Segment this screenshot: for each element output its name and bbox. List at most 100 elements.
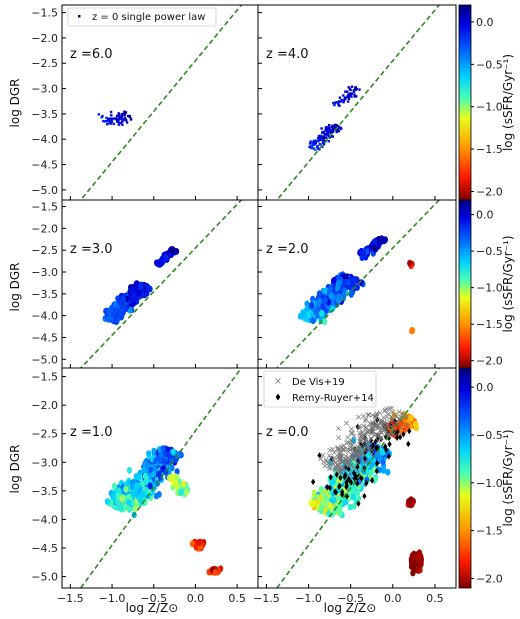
obs-diamond-marker <box>340 488 345 496</box>
obs-cross-marker <box>396 409 402 415</box>
galaxy-point <box>312 139 315 143</box>
redshift-label: z =2.0 <box>266 242 309 257</box>
obs-cross-marker <box>358 434 364 440</box>
galaxy-hexbin <box>143 478 149 486</box>
galaxy-hexbin <box>164 451 170 458</box>
galaxy-hexbin <box>318 503 324 511</box>
obs-cross-marker <box>358 439 364 444</box>
galaxy-hexbin <box>111 482 117 490</box>
galaxy-point <box>328 134 331 137</box>
obs-diamond-marker <box>392 418 398 425</box>
obs-cross-marker <box>357 430 363 436</box>
obs-cross-marker <box>379 419 385 425</box>
galaxy-point <box>340 127 343 131</box>
galaxy-point <box>322 139 325 143</box>
x-tick-label: −1.0 <box>295 592 322 605</box>
obs-cross-marker <box>386 432 391 438</box>
obs-diamond-marker <box>352 475 357 482</box>
obs-diamond-marker <box>337 483 342 491</box>
galaxy-point <box>319 138 323 141</box>
galaxy-hexbin <box>132 292 138 300</box>
galaxy-point <box>326 129 329 133</box>
galaxy-point <box>332 101 335 105</box>
obs-diamond-marker <box>397 433 403 441</box>
y-axis-label-bottom: log DGR <box>8 445 22 494</box>
obs-cross-marker <box>363 437 369 443</box>
galaxy-point <box>117 118 121 121</box>
redshift-label: z =3.0 <box>70 242 113 257</box>
x-tick-label: −0.5 <box>337 592 364 605</box>
galaxy-point <box>346 100 350 103</box>
galaxy-point <box>118 116 121 119</box>
galaxy-point <box>352 89 355 92</box>
obs-cross-marker <box>344 460 350 466</box>
colorbar-gradient <box>458 367 472 589</box>
galaxy-point <box>112 122 116 126</box>
galaxy-point <box>327 128 330 131</box>
y-tick-label: −2.5 <box>31 244 58 257</box>
obs-cross-marker <box>328 455 334 461</box>
panel-3: −1.5 −2.0 −2.5 −3.0 −3.5 −4.0 −4.5 −5.0 z =3.0 <box>31 199 259 369</box>
galaxy-point <box>315 139 318 142</box>
y-tick-label: −4.0 <box>31 133 58 146</box>
obs-cross-marker <box>386 431 392 437</box>
y-tick-label: −3.5 <box>31 288 58 301</box>
galaxy-point <box>342 101 345 104</box>
galaxy-hexbin <box>328 292 334 300</box>
obs-cross-marker <box>337 470 343 476</box>
colorbar-tick-label: 0.0 <box>476 16 494 29</box>
obs-cross-marker <box>362 418 368 424</box>
colorbar-tick-label: −2.0 <box>476 572 503 585</box>
colorbar-tick-label: −1.5 <box>476 143 503 156</box>
colorbar-tick-label: −0.5 <box>476 58 503 71</box>
legend-observations: De Vis+19 Remy-Ruyer+14 <box>263 370 377 408</box>
y-tick-label: −5.0 <box>31 571 58 584</box>
y-axis-label-middle: log DGR <box>8 263 22 312</box>
galaxy-hexbin <box>212 569 218 576</box>
obs-cross-marker <box>350 445 356 451</box>
galaxy-hexbin <box>170 246 176 254</box>
galaxy-point <box>338 100 341 103</box>
x-tick-label: −1.0 <box>99 592 126 605</box>
obs-cross-marker <box>340 459 346 464</box>
obs-cross-marker <box>356 414 361 420</box>
galaxy-hexbin <box>345 279 351 286</box>
galaxy-hexbin <box>164 446 170 453</box>
galaxy-hexbin <box>319 309 325 317</box>
galaxy-point <box>102 120 105 123</box>
obs-cross-marker <box>356 423 362 429</box>
y-tick-label: −4.0 <box>31 310 58 323</box>
obs-cross-marker <box>356 425 362 431</box>
x-tick-label: −0.5 <box>140 592 167 605</box>
colorbar: 0.0 −0.5 −1.0 −1.5 −2.0 log (sSFR/Gyr⁻¹) <box>458 367 515 589</box>
galaxy-hexbin <box>119 494 125 502</box>
galaxy-point <box>327 140 330 143</box>
redshift-label: z =6.0 <box>70 47 113 62</box>
galaxy-point <box>344 90 347 93</box>
galaxy-point <box>108 122 111 125</box>
obs-cross-marker <box>350 430 356 436</box>
galaxy-point <box>106 123 109 126</box>
galaxy-point <box>337 102 340 105</box>
galaxy-hexbin <box>348 289 354 297</box>
galaxy-point <box>128 114 131 118</box>
obs-cross-marker <box>389 405 395 411</box>
obs-diamond-marker <box>338 474 343 482</box>
galaxy-hexbin <box>114 307 121 315</box>
galaxy-point <box>343 96 347 100</box>
galaxy-hexbin <box>196 539 203 547</box>
galaxy-point <box>125 119 128 122</box>
y-tick-label: −3.0 <box>31 266 58 279</box>
y-tick-label: −1.5 <box>31 7 58 20</box>
galaxy-point <box>350 95 353 98</box>
colorbar-gradient <box>458 199 472 369</box>
galaxy-hexbin <box>316 290 323 297</box>
y-tick-label: −5.0 <box>31 184 58 197</box>
obs-cross-marker <box>346 473 352 479</box>
galaxy-hexbin <box>355 495 362 503</box>
y-tick-label: −2.0 <box>31 32 58 45</box>
obs-cross-marker <box>363 459 369 465</box>
obs-cross-marker <box>318 456 324 462</box>
galaxy-hexbin <box>313 308 319 316</box>
galaxy-hexbin <box>151 470 157 478</box>
